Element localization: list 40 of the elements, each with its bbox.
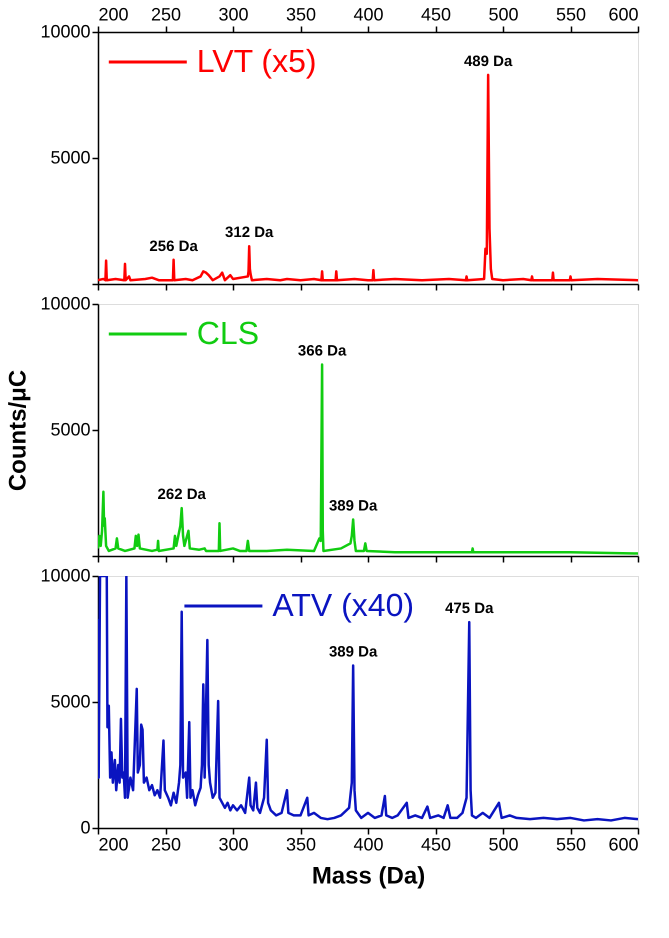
annotation: 489 Da [464,52,513,70]
y-axis-title: Counts/μC [4,370,32,492]
y-tick-label: 5000 [50,420,90,440]
x2-tick-label: 600 [608,4,638,24]
x2-tick-label: 550 [556,4,586,24]
y-tick-label: 10000 [40,294,90,314]
x-tick-label: 500 [488,834,519,854]
y-tick-label: 10000 [40,22,90,42]
annotation: 312 Da [225,224,274,242]
legend-label: ATV (x40) [272,587,414,623]
x2-tick-label: 350 [286,4,316,24]
y-tick-label: 5000 [50,692,90,712]
annotation: 366 Da [298,342,347,360]
x2-tick-label: 250 [150,4,182,24]
x-axis-title: Mass (Da) [312,862,426,890]
x-tick-label: 250 [150,834,182,854]
x2-tick-label: 450 [420,4,452,24]
x2-tick-label: 500 [488,4,519,24]
line-series [98,576,638,822]
legend-label: CLS [196,315,260,351]
x2-tick-label: 400 [353,4,384,24]
annotation: 389 Da [328,643,378,660]
x-tick-label: 350 [286,834,316,854]
legend-label: LVT (x5) [196,43,317,79]
x-tick-label: 600 [608,834,638,854]
x2-tick-label: 300 [218,4,249,24]
y-tick-label: 0 [80,818,90,838]
x-tick-label: 550 [556,834,586,854]
x-tick-label: 300 [218,834,249,854]
y-tick-label: 5000 [50,148,90,168]
x-tick-label: 450 [420,834,452,854]
line-series [98,363,638,555]
annotation: 389 Da [328,497,378,514]
annotation: 256 Da [149,238,198,255]
y-tick-label: 10000 [40,566,90,586]
annotation: 475 Da [445,600,494,618]
x-tick-label: 400 [353,834,384,854]
x-tick-label: 200 [98,834,129,854]
x2-tick-label: 200 [98,4,129,24]
annotation: 262 Da [158,486,207,504]
